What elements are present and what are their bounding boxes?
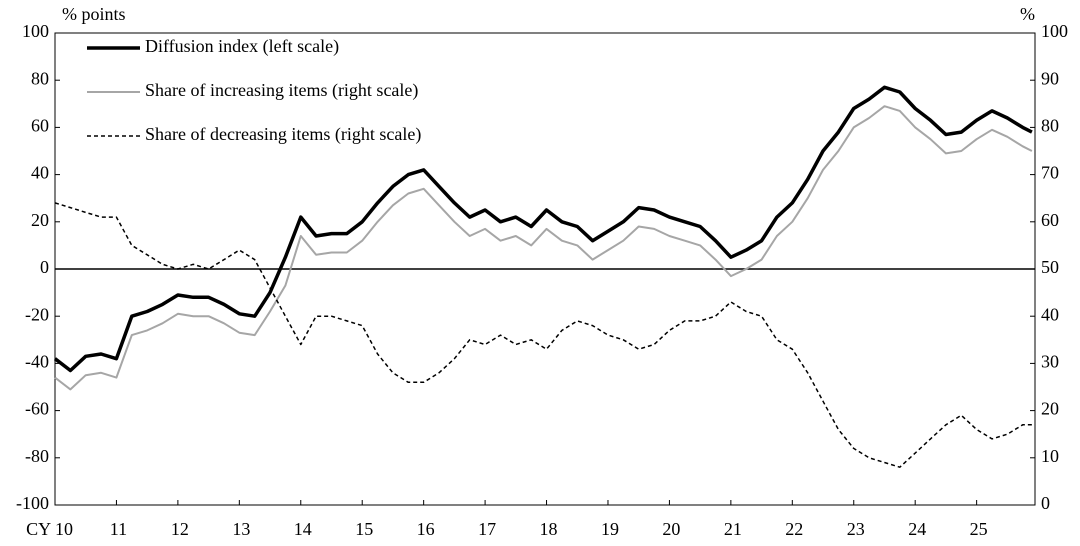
y2-tick-label: 70	[1041, 163, 1059, 183]
x-tick-label: 19	[601, 519, 619, 539]
y-tick-label: -60	[25, 399, 49, 419]
y2-tick-label: 0	[1041, 493, 1050, 513]
x-tick-label: 15	[355, 519, 373, 539]
y2-tick-label: 20	[1041, 399, 1059, 419]
y-tick-label: -40	[25, 352, 49, 372]
x-tick-label: 12	[171, 519, 189, 539]
y-tick-label: -80	[25, 446, 49, 466]
y-tick-label: 100	[22, 21, 49, 41]
y-tick-label: 20	[31, 210, 49, 230]
x-tick-label: 17	[478, 519, 496, 539]
legend-label: Diffusion index (left scale)	[145, 36, 339, 57]
x-tick-label: 22	[785, 519, 803, 539]
x-tick-label: 25	[970, 519, 988, 539]
y-axis-label: % points	[62, 4, 126, 24]
y2-tick-label: 10	[1041, 446, 1059, 466]
x-tick-label: 24	[908, 519, 926, 539]
x-tick-label: 18	[540, 519, 558, 539]
x-tick-label: CY 10	[26, 519, 73, 539]
y-tick-label: 40	[31, 163, 49, 183]
series-line	[54, 202, 1032, 468]
x-tick-label: 11	[110, 519, 127, 539]
x-tick-label: 23	[847, 519, 865, 539]
x-tick-label: 20	[662, 519, 680, 539]
y2-tick-label: 80	[1041, 116, 1059, 136]
y2-tick-label: 100	[1041, 21, 1068, 41]
series-line	[53, 85, 1033, 373]
x-tick-label: 14	[294, 519, 312, 539]
y2-axis-label: %	[1020, 4, 1035, 24]
y2-tick-label: 40	[1041, 304, 1059, 324]
x-tick-label: 16	[417, 519, 435, 539]
y-tick-label: 0	[40, 257, 49, 277]
y-tick-label: 60	[31, 116, 49, 136]
legend-label: Share of decreasing items (right scale)	[145, 124, 421, 145]
legend-label: Share of increasing items (right scale)	[145, 80, 418, 101]
y2-tick-label: 50	[1041, 257, 1059, 277]
y-tick-label: -20	[25, 304, 49, 324]
y2-tick-label: 60	[1041, 210, 1059, 230]
series-line	[54, 105, 1033, 391]
x-tick-label: 21	[724, 519, 742, 539]
y2-tick-label: 90	[1041, 68, 1059, 88]
x-tick-label: 13	[232, 519, 250, 539]
y-tick-label: 80	[31, 68, 49, 88]
y2-tick-label: 30	[1041, 352, 1059, 372]
y-tick-label: -100	[16, 493, 49, 513]
